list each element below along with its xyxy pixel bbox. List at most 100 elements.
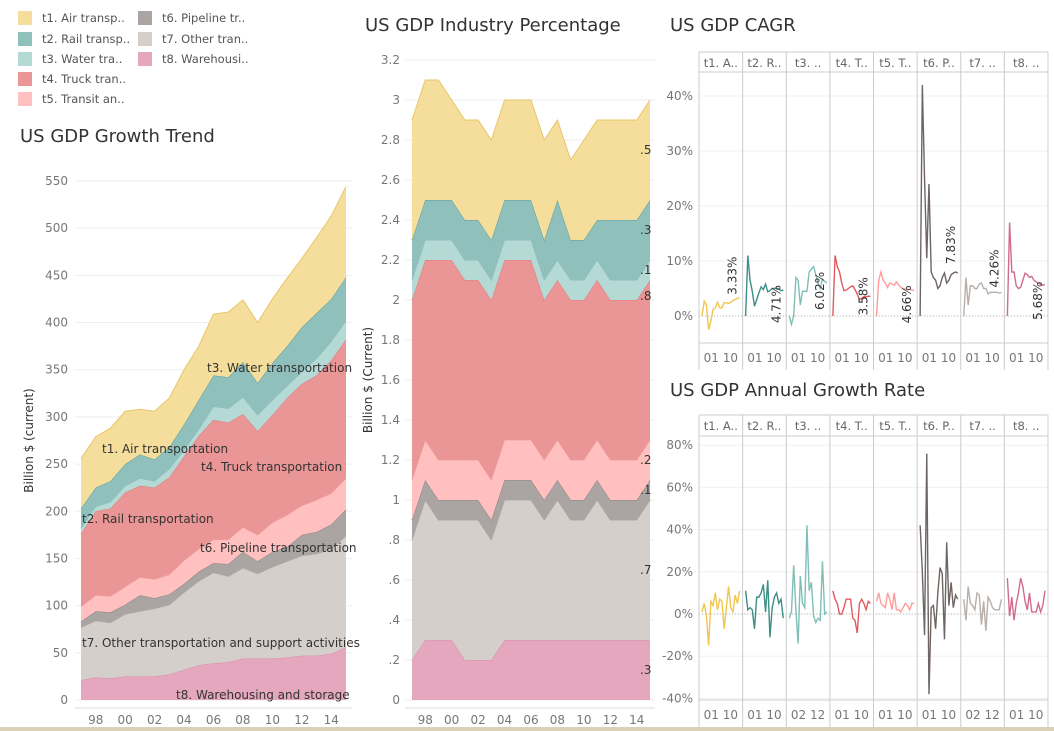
legend-item[interactable]: t4. Truck tran..: [18, 71, 126, 87]
end-label: .3: [640, 663, 651, 677]
legend-item[interactable]: t1. Air transp..: [18, 10, 125, 26]
legend-label: t1. Air transp..: [42, 11, 125, 25]
legend-swatch: [18, 32, 32, 46]
y-tick-label: 2: [392, 293, 400, 307]
sheet-tab-bar[interactable]: [0, 727, 1054, 731]
x-tick-label: 14: [324, 713, 339, 727]
y-tick-label: 30%: [666, 144, 693, 158]
area-series-4: [412, 260, 650, 480]
facet-header: t8. ..: [1013, 56, 1039, 70]
facet-5: t5. T.. 01 10 4.66%: [875, 56, 915, 365]
facet-header: t8. ..: [1013, 419, 1039, 433]
facet-line: [963, 277, 1002, 317]
y-tick-label: 550: [45, 174, 68, 188]
legend-label: t2. Rail transp..: [42, 32, 131, 46]
y-tick-label: 50: [53, 646, 68, 660]
y-tick-label: 1.4: [381, 413, 400, 427]
facet-header: t4. T..: [836, 56, 868, 70]
y-tick-label: 2.4: [381, 213, 400, 227]
area-series-6: [81, 509, 346, 628]
x-tick-label: 10: [854, 351, 869, 365]
y-tick-label: 1.8: [381, 333, 400, 347]
legend-item[interactable]: t5. Transit an..: [18, 91, 125, 107]
legend-swatch: [18, 11, 32, 25]
facet-header: t3. ..: [795, 56, 821, 70]
facet-line: [919, 453, 959, 695]
area-series-3: [81, 320, 346, 534]
x-tick-label: 01: [704, 351, 719, 365]
facet-line: [919, 84, 959, 317]
y-tick-label: .2: [389, 653, 400, 667]
x-tick-label: 08: [550, 713, 565, 727]
facet-line: [701, 586, 741, 646]
x-tick-label: 10: [1028, 708, 1043, 722]
x-tick-label: 01: [1009, 351, 1024, 365]
legend-label: t8. Warehousi..: [162, 52, 249, 66]
y-axis-label: Billion $ (Current): [361, 327, 375, 433]
facet-5: t5. T.. 01 10: [875, 419, 915, 722]
x-tick-label: 10: [576, 713, 591, 727]
area-series-edge: [411, 79, 651, 162]
x-tick-label: 01: [704, 708, 719, 722]
x-tick-label: 98: [418, 713, 433, 727]
facet-line: [832, 590, 871, 634]
end-label: 3.58%: [857, 277, 871, 315]
x-tick-label: 10: [941, 708, 956, 722]
legend-item[interactable]: t8. Warehousi..: [138, 51, 248, 67]
x-tick-label: 01: [878, 708, 893, 722]
legend-item[interactable]: t7. Other tran..: [138, 31, 248, 47]
legend-swatch: [18, 72, 32, 86]
y-tick-label: 40%: [666, 523, 693, 537]
facet-7: t7. .. 02 12: [963, 419, 1003, 722]
x-tick-label: 01: [922, 708, 937, 722]
area-series-1: [81, 186, 346, 509]
x-tick-label: 01: [878, 351, 893, 365]
legend-item[interactable]: t6. Pipeline tr..: [138, 10, 245, 26]
end-label: 6.02%: [813, 272, 827, 310]
end-label: 3.33%: [726, 257, 740, 295]
y-tick-label: 500: [45, 221, 68, 235]
y-tick-label: 80%: [666, 438, 693, 452]
legend-item[interactable]: t3. Water tra..: [18, 51, 122, 67]
facet-line: [1006, 577, 1046, 621]
y-tick-label: 400: [45, 316, 68, 330]
facet-header: t1. A..: [704, 419, 738, 433]
y-tick-label: 0: [392, 693, 400, 707]
x-tick-label: 02: [147, 713, 162, 727]
x-tick-label: 10: [897, 351, 912, 365]
x-tick-label: 12: [603, 713, 618, 727]
end-label: .5: [640, 143, 651, 157]
facet-8: t8. .. 01 10 5.68%: [1006, 56, 1046, 365]
y-tick-label: .8: [389, 533, 400, 547]
legend-swatch: [18, 52, 32, 66]
facet-header: t3. ..: [795, 419, 821, 433]
y-tick-label: -20%: [662, 649, 693, 663]
area-series-5: [81, 478, 346, 622]
facet-header: t1. A..: [704, 56, 738, 70]
area-series-8: [412, 640, 650, 700]
legend-item[interactable]: t2. Rail transp..: [18, 31, 130, 47]
x-tick-label: 01: [747, 351, 762, 365]
y-tick-label: 1: [392, 493, 400, 507]
x-tick-label: 04: [497, 713, 512, 727]
facet-header: t6. P..: [923, 56, 955, 70]
y-tick-label: 20%: [666, 199, 693, 213]
y-tick-label: -40%: [662, 691, 693, 705]
x-tick-label: 00: [444, 713, 459, 727]
facet-line: [788, 264, 828, 327]
x-tick-label: 01: [834, 351, 849, 365]
x-tick-label: 06: [523, 713, 538, 727]
y-tick-label: 60%: [666, 480, 693, 494]
faceted-line-chart-2: 0% 10% 20% 30% 40% t1. A.. 01 10 3.33% t2. R.. 01 1…: [666, 51, 1049, 370]
x-tick-label: 08: [235, 713, 250, 727]
y-tick-label: 0: [60, 693, 68, 707]
y-tick-label: 300: [45, 410, 68, 424]
facet-header: t7. ..: [969, 419, 995, 433]
y-tick-label: 0%: [674, 607, 693, 621]
area-series-edge: [80, 186, 347, 459]
x-tick-label: 01: [1009, 708, 1024, 722]
facet-line: [744, 255, 784, 317]
y-tick-label: 100: [45, 599, 68, 613]
y-tick-label: 1.6: [381, 373, 400, 387]
